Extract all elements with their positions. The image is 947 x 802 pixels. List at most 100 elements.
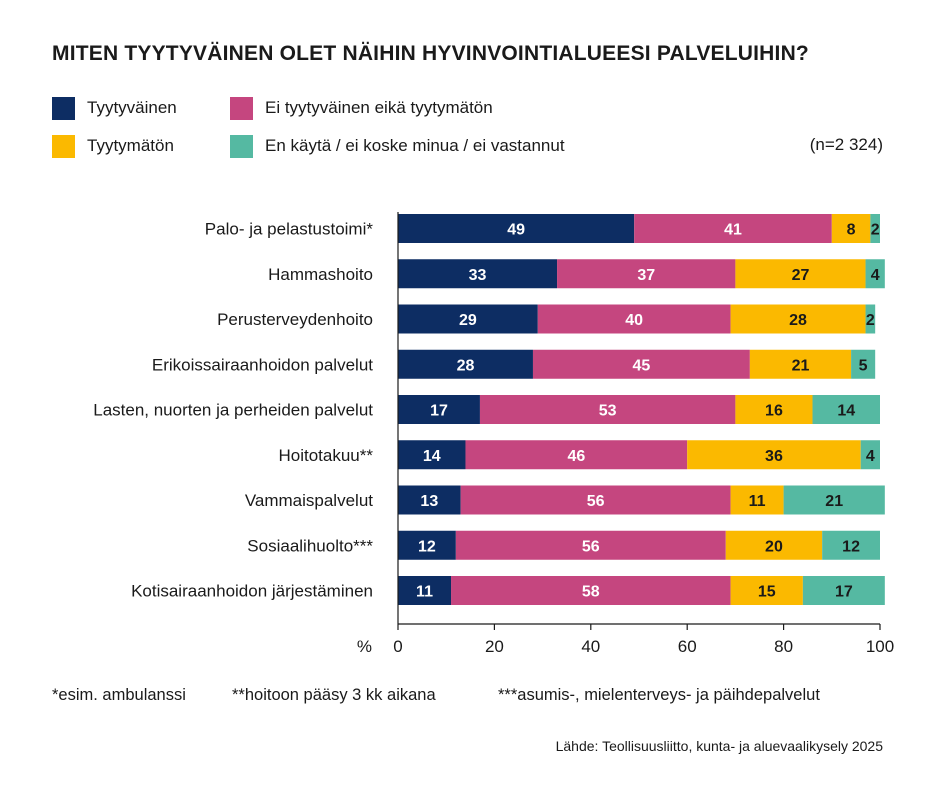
data-label: 14 [423,448,441,465]
x-tick-label: 80 [774,637,793,656]
data-label: 12 [842,538,860,555]
data-label: 14 [837,403,855,420]
bar-segment [451,576,731,605]
data-label: 12 [418,538,436,555]
bar-segment [398,485,461,515]
bar-segment [532,349,750,379]
bar-segment [398,440,466,470]
x-tick-label: 60 [678,637,697,656]
data-label: 40 [625,312,643,329]
bar-segment [460,485,731,515]
bar-segment [831,214,871,243]
category-label: Hammashoito [268,265,373,284]
data-label: 27 [792,267,810,284]
data-label: 20 [765,538,783,555]
bar-segment [812,395,880,424]
category-label: Lasten, nuorten ja perheiden palvelut [93,401,373,420]
data-label: 53 [599,403,617,420]
bar-segment [398,395,480,424]
data-label: 49 [507,222,525,239]
legend-item-tyytymaton: Tyytymätön [52,134,174,158]
footnote-1: *esim. ambulanssi [52,686,186,704]
legend-swatch [52,96,75,120]
legend-item-ei-tyytyvainen-eika-tyytymaton: Ei tyytyväinen eikä tyytymätön [230,96,493,120]
bar-segment [479,395,736,424]
data-label: 17 [835,584,853,601]
bar-segment [398,259,558,289]
data-label: 17 [430,403,448,420]
bar-segment [865,304,876,334]
source-note: Lähde: Teollisuusliitto, kunta- ja aluev… [555,738,883,754]
bar-segment [537,304,731,334]
bar-segment [822,530,880,560]
bar-segment [851,349,876,379]
data-label: 11 [749,493,766,510]
bar-segment [865,259,885,289]
data-label: 15 [758,584,776,601]
data-label: 46 [567,448,585,465]
bar-segment [802,576,885,605]
data-label: 58 [582,584,600,601]
legend-item-en-kayta: En käytä / ei koske minua / ei vastannut [230,134,565,158]
x-axis-label: % [357,637,372,656]
bar-segment [870,214,880,243]
bar-segment [687,440,861,470]
category-label: Hoitotakuu** [278,446,373,465]
sample-size-label: (n=2 324) [809,135,883,154]
data-label: 2 [866,312,875,329]
data-label: 5 [859,357,868,374]
bar-segment [735,259,866,289]
bar-segment [730,485,784,515]
bar-segment [860,440,880,470]
x-tick-label: 40 [581,637,600,656]
bar-segment [398,576,452,605]
bar-segment [398,304,538,334]
data-label: 28 [789,312,807,329]
category-label: Perusterveydenhoito [217,310,373,329]
bar-segment [465,440,688,470]
data-label: 4 [866,448,875,465]
legend-label: En käytä / ei koske minua / ei vastannut [265,136,565,155]
bar-segment [735,395,813,424]
data-label: 16 [765,403,783,420]
data-label: 45 [633,357,651,374]
data-label: 11 [416,584,433,601]
legend-label: Tyytyväinen [87,98,177,117]
bar-segment [730,304,866,334]
data-label: 41 [724,222,742,239]
legend-item-tyytyvainen: Tyytyväinen [52,96,177,120]
data-label: 28 [457,357,475,374]
x-tick-label: 20 [485,637,504,656]
data-label: 37 [637,267,655,284]
legend-label: Ei tyytyväinen eikä tyytymätön [265,98,493,117]
data-label: 4 [871,267,880,284]
footnote-3: ***asumis-, mielenterveys- ja päihdepalv… [498,686,820,704]
chart-title: MITEN TYYTYVÄINEN OLET NÄIHIN HYVINVOINT… [52,42,809,65]
category-label: Kotisairaanhoidon järjestäminen [131,582,373,601]
data-label: 56 [582,538,600,555]
data-label: 56 [587,493,605,510]
data-label: 2 [871,222,880,239]
bar-segment [557,259,736,289]
data-label: 36 [765,448,783,465]
bar-segment [730,576,803,605]
category-label: Erikoissairaanhoidon palvelut [152,355,373,374]
category-label: Sosiaalihuolto*** [247,536,373,555]
data-label: 21 [825,493,843,510]
category-label: Vammaispalvelut [245,491,373,510]
x-tick-label: 100 [866,637,894,656]
legend-swatch [230,96,253,120]
data-label: 13 [420,493,438,510]
category-label: Palo- ja pelastustoimi* [205,220,374,239]
data-label: 8 [847,222,856,239]
bar-segment [749,349,852,379]
legend-label: Tyytymätön [87,136,174,155]
data-label: 33 [469,267,487,284]
x-tick-label: 0 [393,637,402,656]
data-label: 29 [459,312,477,329]
legend-swatch [52,134,75,158]
footnote-2: **hoitoon pääsy 3 kk aikana [232,686,436,704]
legend-swatch [230,134,253,158]
bar-segment [634,214,832,243]
